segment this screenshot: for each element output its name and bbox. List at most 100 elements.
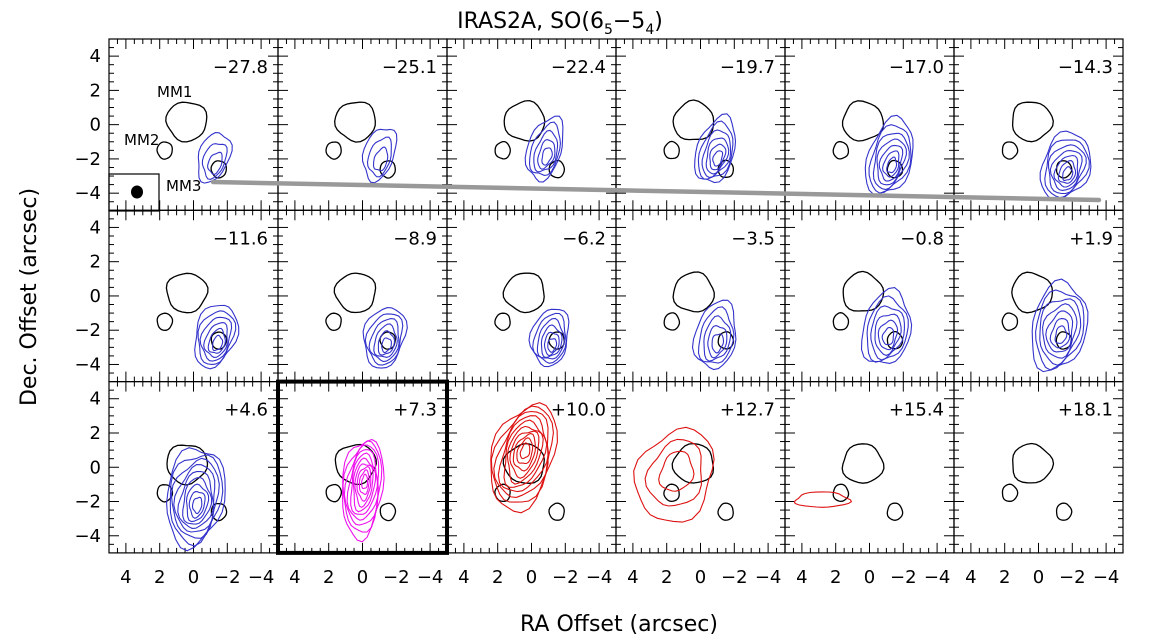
continuum-contour-mm1 [333, 272, 377, 314]
emission-contour [876, 138, 907, 186]
continuum-contour-mm3 [548, 502, 565, 521]
emission-contour [536, 317, 566, 360]
outflow-axis-line [210, 179, 1102, 203]
emission-contour [1039, 298, 1082, 366]
x-tick-label: −2 [552, 567, 579, 588]
continuum-contour-mm2 [663, 140, 680, 160]
y-axis-label: Dec. Offset (arcsec) [17, 188, 42, 406]
velocity-label: +10.0 [551, 400, 606, 421]
channel-panel: +12.7 4 2 0 −2 −4 [615, 381, 786, 588]
emission-contour [644, 438, 702, 507]
emission-contour [1062, 166, 1074, 181]
beam-box [108, 173, 160, 212]
continuum-contour-mm1 [166, 444, 209, 486]
emission-contour [860, 287, 913, 364]
contour-layer [156, 99, 1092, 552]
continuum-contour-mm3 [548, 159, 566, 179]
channel-panel: +1.9 [953, 209, 1124, 383]
emission-contour [512, 432, 536, 472]
continuum-contour-mm1 [165, 101, 208, 143]
continuum-contour-mm1 [503, 99, 546, 142]
emission-contour [528, 308, 570, 368]
emission-contour [878, 144, 904, 182]
continuum-contour-mm1 [841, 100, 885, 142]
x-tick-label: −4 [1093, 567, 1120, 588]
emission-contour [1044, 139, 1090, 199]
x-tick-label: 2 [999, 567, 1010, 588]
emission-contour [199, 316, 233, 362]
emission-contour [182, 476, 213, 525]
chart-title-sub1: 5 [604, 22, 613, 38]
emission-contour [509, 430, 540, 479]
x-tick-label: 0 [695, 567, 706, 588]
emission-contour [866, 295, 909, 363]
emission-contour [528, 121, 561, 176]
x-tick-label: −4 [755, 567, 782, 588]
emission-contour [342, 438, 385, 543]
emission-contour [350, 452, 378, 515]
continuum-contour-mm2 [832, 483, 850, 503]
continuum-contour-mm3 [1055, 502, 1073, 521]
emission-contour [1035, 289, 1085, 371]
x-tick-label: 0 [1033, 567, 1044, 588]
continuum-contour-mm2 [156, 312, 174, 331]
emission-contour [533, 129, 559, 173]
continuum-contour-mm3 [379, 160, 396, 179]
source-label: MM1 [157, 83, 192, 101]
channel-panel: −19.7 [615, 38, 786, 211]
velocity-label: +15.4 [889, 400, 944, 421]
x-axis-label: RA Offset (arcsec) [520, 612, 718, 637]
y-tick-label: −4 [74, 183, 101, 204]
emission-contour [1054, 325, 1068, 344]
emission-contour [877, 319, 899, 351]
continuum-contour-mm3 [210, 502, 228, 522]
emission-contour [366, 136, 392, 178]
emission-contour [356, 465, 372, 502]
emission-contour [170, 457, 220, 539]
x-tick-label: 4 [796, 567, 807, 588]
channel-panel: −8.9 [277, 209, 448, 383]
x-tick-label: 2 [154, 567, 165, 588]
emission-contour [364, 313, 404, 366]
velocity-label: −8.9 [393, 228, 437, 249]
y-tick-label: −4 [74, 526, 101, 547]
emission-contour [358, 469, 370, 495]
emission-contour [881, 326, 895, 346]
x-tick-label: −4 [924, 567, 951, 588]
continuum-contour-mm3 [379, 331, 396, 350]
continuum-contour-mm1 [334, 101, 376, 143]
continuum-contour-mm2 [325, 141, 342, 160]
velocity-label: −3.5 [731, 228, 775, 249]
continuum-contour-mm1 [165, 272, 209, 314]
emission-contour [868, 124, 912, 194]
x-tick-label: −4 [417, 567, 444, 588]
emission-contour [194, 304, 240, 370]
x-tick-label: 4 [627, 567, 638, 588]
y-tick-label: 4 [90, 389, 101, 410]
emission-contour [503, 419, 548, 488]
emission-contour [354, 463, 374, 509]
x-tick-label: 2 [492, 567, 503, 588]
x-tick-label: −2 [214, 567, 241, 588]
x-tick-label: −2 [721, 567, 748, 588]
y-tick-label: 2 [90, 80, 101, 101]
continuum-contour-mm1 [672, 99, 715, 141]
continuum-contour-mm2 [325, 312, 342, 331]
velocity-label: +7.3 [393, 400, 437, 421]
y-tick-label: −2 [74, 149, 101, 170]
emission-contour [188, 491, 206, 519]
channel-panel: +4.6 4 2 0 −2 −4 4 2 0 −2 −4 [74, 381, 279, 588]
emission-contour [177, 470, 214, 529]
emission-contour [711, 333, 725, 354]
continuum-contour-mm1 [502, 272, 545, 314]
continuum-contour-mm1 [1011, 101, 1054, 143]
beam-ellipse [131, 185, 143, 199]
y-tick-label: 2 [90, 423, 101, 444]
channel-panel: −11.6 4 2 0 −2 −4 [74, 209, 279, 383]
emission-contour [707, 325, 728, 359]
emission-contour [1039, 130, 1092, 201]
emission-contour [1053, 154, 1079, 188]
x-tick-label: 0 [864, 567, 875, 588]
emission-contour [1045, 310, 1074, 353]
